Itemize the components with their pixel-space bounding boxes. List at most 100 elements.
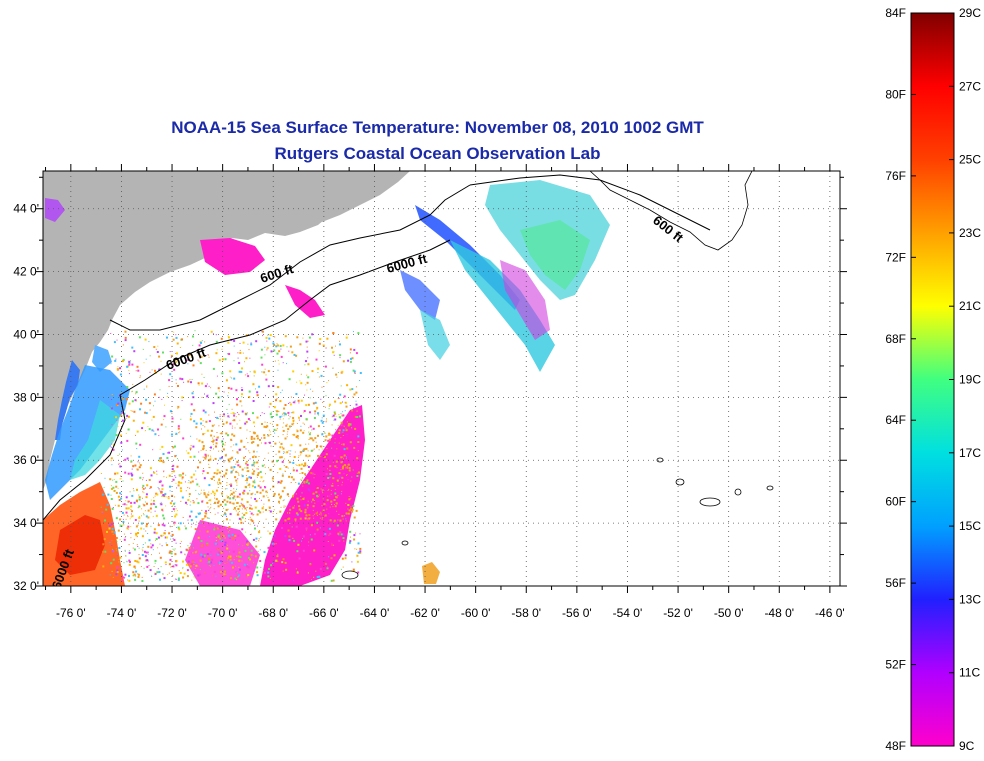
sst-pixel — [227, 508, 229, 510]
sst-pixel — [324, 515, 326, 517]
sst-pixel — [186, 503, 188, 505]
sst-pixel — [308, 470, 310, 472]
sst-pixel — [150, 543, 152, 545]
sst-pixel — [289, 416, 291, 418]
sst-pixel — [140, 522, 143, 525]
sst-pixel — [173, 539, 176, 541]
sst-pixel — [134, 578, 137, 581]
sst-pixel — [275, 410, 277, 412]
sst-pixel — [292, 461, 295, 464]
sst-pixel — [329, 519, 332, 522]
sst-pixel — [339, 340, 340, 342]
sst-pixel — [356, 472, 358, 474]
sst-pixel — [242, 492, 245, 495]
sst-pixel — [300, 467, 303, 470]
sst-pixel — [153, 531, 156, 534]
sst-pixel — [192, 552, 194, 554]
sst-pixel — [254, 506, 257, 509]
sst-pixel — [229, 535, 231, 537]
sst-pixel — [246, 565, 249, 568]
sst-pixel — [131, 510, 133, 513]
sst-pixel — [203, 477, 206, 480]
sst-pixel — [231, 502, 233, 504]
sst-pixel — [242, 506, 244, 507]
sst-pixel — [171, 494, 174, 497]
sst-pixel — [233, 507, 236, 509]
sst-pixel — [279, 498, 281, 500]
sst-pixel — [235, 499, 236, 501]
sst-pixel — [357, 435, 360, 438]
sst-pixel — [271, 477, 274, 480]
sst-pixel — [177, 425, 180, 428]
sst-pixel — [222, 419, 224, 421]
sst-pixel — [122, 344, 124, 346]
sst-pixel — [161, 398, 163, 400]
sst-pixel — [159, 448, 161, 450]
sst-pixel — [226, 478, 228, 479]
sst-pixel — [340, 424, 343, 427]
sst-pixel — [261, 437, 263, 439]
sst-pixel — [333, 554, 336, 557]
sst-pixel — [300, 510, 303, 513]
sst-pixel — [235, 463, 237, 465]
sst-pixel — [357, 542, 360, 545]
sst-pixel — [338, 432, 341, 434]
sst-pixel — [310, 437, 313, 440]
sst-pixel — [282, 426, 284, 428]
sst-pixel — [331, 424, 333, 426]
sst-pixel — [227, 544, 228, 546]
sst-pixel — [319, 517, 321, 519]
sst-pixel — [303, 430, 305, 432]
sst-pixel — [290, 473, 291, 475]
sst-pixel — [248, 390, 251, 393]
sst-pixel — [328, 513, 330, 515]
sst-pixel — [238, 544, 240, 546]
sst-pixel — [160, 534, 163, 537]
sst-pixel — [157, 536, 160, 539]
sst-pixel — [347, 359, 350, 362]
sst-pixel — [304, 394, 305, 396]
lon-tick-label: -54 0' — [613, 606, 643, 620]
sst-pixel — [334, 492, 337, 495]
sst-pixel — [138, 554, 140, 556]
sst-pixel — [227, 531, 229, 533]
sst-pixel — [122, 358, 125, 361]
sst-pixel — [195, 470, 197, 472]
sst-pixel — [241, 528, 244, 531]
sst-pixel — [158, 481, 161, 483]
sst-pixel — [209, 450, 211, 451]
sst-pixel — [130, 478, 133, 481]
sst-pixel — [204, 411, 207, 414]
sst-pixel — [316, 514, 318, 516]
sst-pixel — [345, 502, 347, 504]
sst-pixel — [223, 514, 224, 516]
sst-pixel — [269, 510, 272, 513]
sst-pixel — [190, 519, 193, 522]
sst-pixel — [152, 515, 154, 517]
sst-pixel — [219, 563, 221, 565]
coastal-blue-water — [45, 365, 130, 500]
sst-pixel — [243, 489, 246, 492]
sst-pixel — [260, 499, 262, 501]
sst-pixel — [231, 456, 234, 459]
sst-pixel — [352, 369, 355, 372]
sst-pixel — [318, 575, 321, 578]
sst-pixel — [142, 348, 144, 350]
sst-pixel — [270, 445, 272, 447]
sst-pixel — [161, 508, 164, 511]
sst-pixel — [316, 447, 318, 448]
sst-pixel — [208, 414, 210, 416]
sst-pixel — [171, 421, 173, 423]
sst-pixel — [220, 475, 222, 477]
sst-pixel — [173, 331, 175, 333]
sst-pixel — [204, 385, 206, 387]
sst-pixel — [238, 559, 241, 562]
sst-pixel — [125, 432, 127, 434]
sst-pixel — [267, 452, 269, 454]
sst-pixel — [174, 496, 176, 498]
sst-pixel — [325, 534, 327, 536]
sst-pixel — [304, 462, 307, 465]
sst-pixel — [306, 529, 308, 531]
sst-pixel — [235, 565, 236, 567]
sst-pixel — [218, 561, 221, 564]
